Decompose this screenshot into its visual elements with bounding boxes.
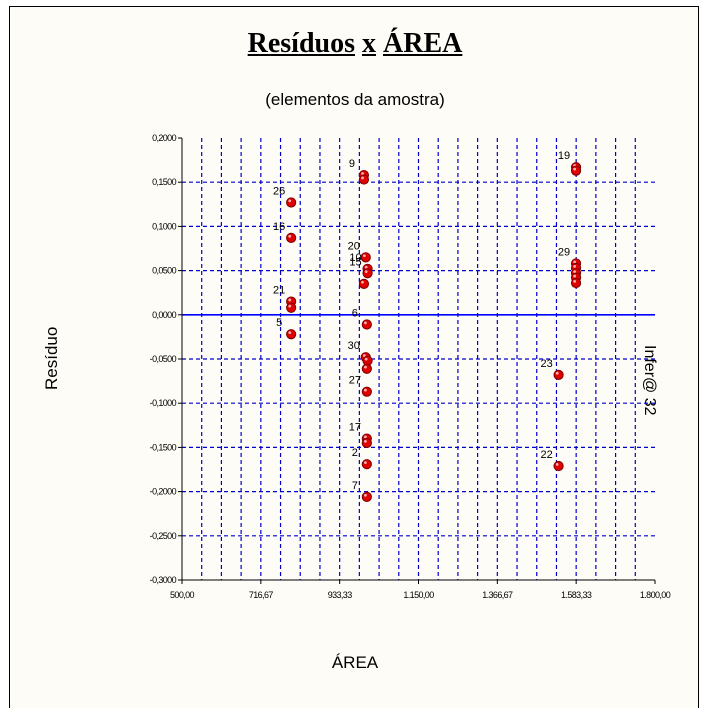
point-label: 29: [558, 247, 570, 259]
data-point: [361, 319, 372, 330]
data-point-highlight: [364, 493, 367, 497]
data-point-highlight: [364, 321, 367, 325]
y-tick-label: -0,1500: [150, 442, 177, 452]
data-point-highlight: [288, 234, 292, 238]
title-word-residuos: Resíduos: [247, 28, 356, 59]
data-point: [358, 278, 370, 289]
y-tick-label: 0,1500: [152, 177, 177, 187]
point-label: 10: [349, 252, 361, 264]
data-point-highlight: [364, 388, 367, 392]
x-tick-label: 933,33: [328, 590, 353, 600]
data-point: [286, 197, 297, 208]
point-label: 5: [276, 317, 282, 329]
data-point-highlight: [288, 331, 292, 335]
point-label: 9: [349, 158, 355, 170]
point-label: 2: [352, 447, 358, 459]
point-label: 23: [540, 358, 552, 370]
data-point: [286, 232, 297, 243]
data-point-highlight: [362, 354, 366, 358]
y-tick-label: -0,1000: [150, 398, 177, 408]
data-point-highlight: [361, 172, 364, 175]
y-tick-label: 0,1000: [152, 221, 177, 231]
data-point-highlight: [573, 279, 577, 283]
point-label: 15: [349, 256, 361, 268]
data-point: [360, 252, 371, 263]
data-point: [361, 386, 372, 397]
chart-title: Resíduos x ÁREA: [0, 28, 710, 60]
data-point-highlight: [555, 462, 559, 466]
point-label: 17: [349, 422, 361, 434]
grid-layer: [182, 138, 655, 580]
data-point-highlight: [364, 265, 368, 269]
point-label: 30: [348, 340, 360, 352]
data-point-highlight: [364, 439, 367, 443]
data-point-highlight: [364, 435, 367, 439]
point-label: 6: [352, 308, 358, 320]
point-label: 27: [349, 375, 361, 387]
point-label: 20: [348, 240, 360, 252]
point-label: 22: [540, 449, 552, 461]
y-tick-label: 0,2000: [152, 133, 177, 143]
x-tick-label: 716,67: [249, 590, 274, 600]
point-label: 7: [352, 480, 358, 492]
title-word-area: ÁREA: [383, 28, 463, 59]
point-label: 16: [273, 221, 285, 233]
data-point-highlight: [573, 264, 577, 268]
data-point-highlight: [364, 357, 368, 361]
data-point-highlight: [288, 304, 292, 308]
data-point: [553, 369, 564, 381]
data-point: [553, 460, 564, 472]
data-point: [361, 363, 372, 374]
data-point: [361, 459, 372, 470]
x-tick-label: 1.150,00: [403, 590, 434, 600]
y-tick-label: -0,2000: [150, 487, 177, 497]
data-point: [362, 268, 373, 279]
x-tick-label: 1.800,00: [640, 590, 671, 600]
data-point: [361, 437, 372, 449]
data-point-highlight: [288, 298, 292, 302]
data-point: [570, 277, 582, 289]
x-tick-label: 500,00: [170, 590, 195, 600]
data-point: [570, 165, 582, 176]
x-axis-label: ÁREA: [331, 653, 379, 672]
data-point-highlight: [361, 280, 364, 284]
data-point-highlight: [362, 254, 366, 258]
data-point: [358, 174, 370, 185]
title-separator: x: [362, 28, 377, 59]
axes-layer: 0,2000 0,1500 0,1000 0,0500 0,0000 -0,0500 -0,…: [150, 133, 672, 600]
y-tick-label: 0,0500: [152, 266, 177, 276]
data-point-highlight: [573, 260, 577, 264]
point-label: 21: [273, 285, 285, 297]
data-point-highlight: [555, 371, 559, 375]
chart-frame: [9, 6, 699, 708]
point-label: 19: [558, 150, 570, 162]
y-tick-label: -0,3000: [150, 575, 177, 585]
y-tick-label: 0,0000: [152, 310, 177, 320]
data-point-highlight: [573, 270, 577, 274]
data-point-highlight: [364, 270, 368, 274]
data-point-highlight: [288, 199, 292, 203]
chart-subtitle: (elementos da amostra): [265, 90, 445, 109]
data-point: [286, 329, 297, 340]
x-tick-label: 1.583,33: [561, 590, 592, 600]
data-point-highlight: [361, 176, 364, 180]
y-tick-label: -0,0500: [150, 354, 177, 364]
data-point: [361, 491, 372, 503]
data-point-highlight: [364, 365, 367, 369]
data-point-highlight: [573, 274, 577, 278]
data-point-highlight: [573, 167, 577, 171]
x-tick-label: 1.366,67: [482, 590, 513, 600]
data-point: [286, 302, 297, 313]
y-tick-label: -0,2500: [150, 531, 177, 541]
data-point-highlight: [364, 461, 367, 464]
point-label: 26: [273, 186, 285, 198]
